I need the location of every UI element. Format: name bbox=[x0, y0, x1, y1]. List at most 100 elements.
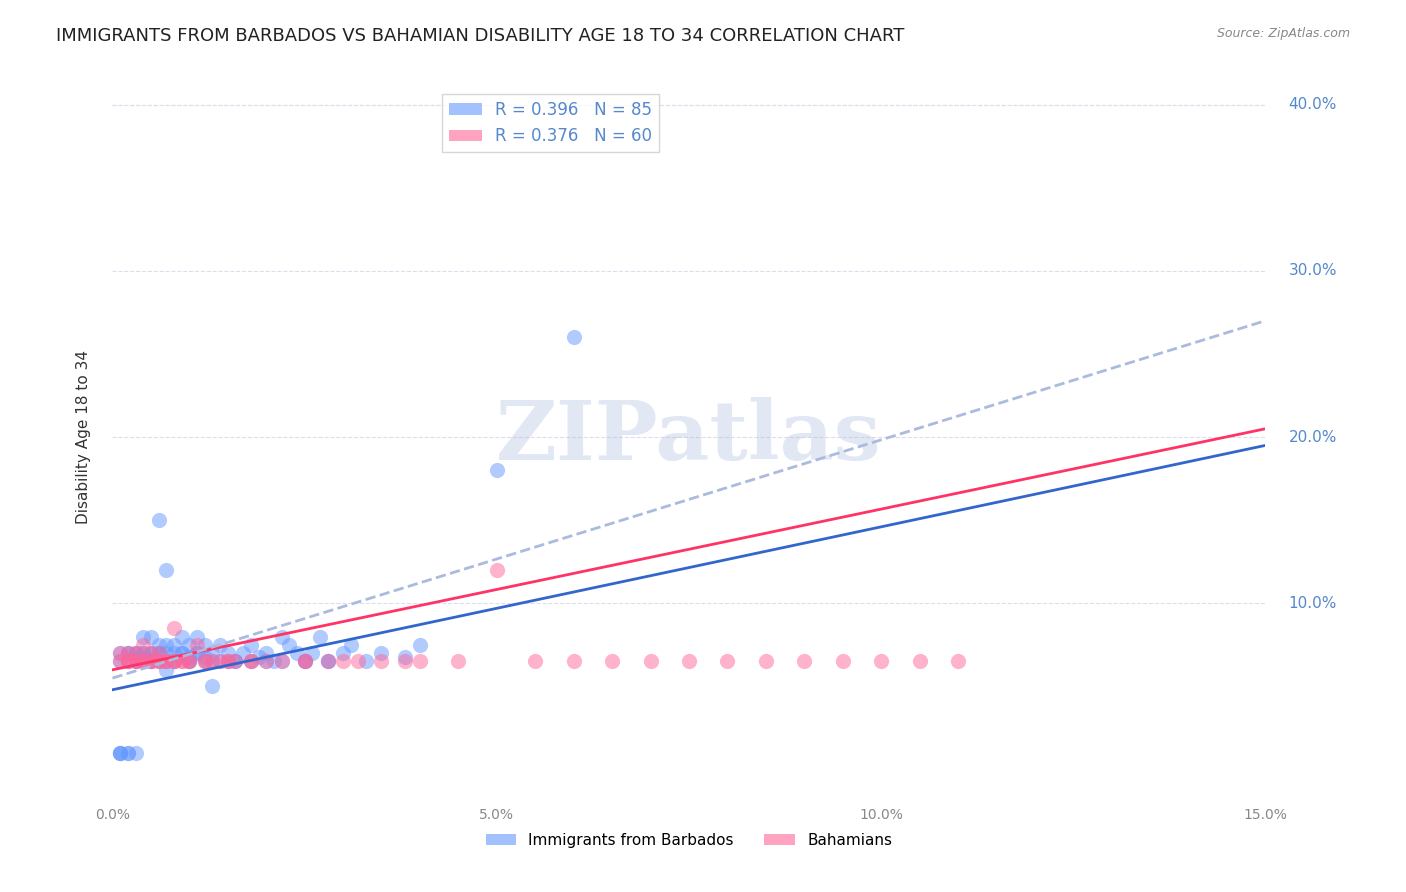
Point bbox=[332, 655, 354, 669]
Text: 40.0%: 40.0% bbox=[1288, 97, 1337, 112]
Point bbox=[148, 646, 170, 660]
Point bbox=[108, 655, 131, 669]
Point bbox=[254, 655, 277, 669]
Point bbox=[224, 655, 246, 669]
Point bbox=[163, 655, 186, 669]
Point bbox=[124, 646, 146, 660]
Point bbox=[170, 646, 193, 660]
Point bbox=[394, 655, 416, 669]
Point bbox=[108, 646, 131, 660]
Point bbox=[186, 638, 208, 652]
Point bbox=[132, 630, 155, 644]
Point bbox=[278, 638, 301, 652]
Point bbox=[108, 646, 131, 660]
Point bbox=[201, 680, 224, 694]
Point bbox=[640, 655, 662, 669]
Point bbox=[194, 638, 217, 652]
Point bbox=[209, 638, 232, 652]
Point bbox=[155, 655, 177, 669]
Point bbox=[831, 655, 853, 669]
Point bbox=[755, 655, 778, 669]
Point bbox=[201, 655, 224, 669]
Point bbox=[270, 630, 292, 644]
Point bbox=[139, 646, 162, 660]
Point bbox=[209, 655, 232, 669]
Point bbox=[155, 563, 177, 577]
Point bbox=[186, 646, 208, 660]
Point bbox=[163, 655, 186, 669]
Point bbox=[524, 655, 547, 669]
Point bbox=[163, 621, 186, 635]
Point bbox=[239, 655, 262, 669]
Point bbox=[139, 630, 162, 644]
Point bbox=[170, 630, 193, 644]
Point bbox=[139, 655, 162, 669]
Text: ZIPatlas: ZIPatlas bbox=[496, 397, 882, 477]
Point bbox=[108, 655, 131, 669]
Point bbox=[332, 646, 354, 660]
Point bbox=[179, 655, 201, 669]
Point bbox=[678, 655, 700, 669]
Point bbox=[294, 655, 316, 669]
Point bbox=[209, 655, 232, 669]
Point bbox=[447, 655, 470, 669]
Point bbox=[201, 646, 224, 660]
Point bbox=[163, 638, 186, 652]
Point bbox=[148, 655, 170, 669]
Text: IMMIGRANTS FROM BARBADOS VS BAHAMIAN DISABILITY AGE 18 TO 34 CORRELATION CHART: IMMIGRANTS FROM BARBADOS VS BAHAMIAN DIS… bbox=[56, 27, 904, 45]
Point bbox=[139, 655, 162, 669]
Point bbox=[139, 646, 162, 660]
Point bbox=[124, 655, 146, 669]
Point bbox=[124, 655, 146, 669]
Point bbox=[148, 513, 170, 527]
Point bbox=[179, 655, 201, 669]
Point bbox=[194, 649, 217, 664]
Point bbox=[117, 746, 139, 760]
Point bbox=[170, 655, 193, 669]
Point bbox=[370, 655, 392, 669]
Point bbox=[301, 646, 323, 660]
Point bbox=[117, 655, 139, 669]
Point bbox=[254, 655, 277, 669]
Point bbox=[409, 655, 432, 669]
Point bbox=[908, 655, 931, 669]
Point bbox=[148, 638, 170, 652]
Text: 10.0%: 10.0% bbox=[1288, 596, 1337, 611]
Point bbox=[716, 655, 738, 669]
Point bbox=[124, 646, 146, 660]
Point bbox=[108, 746, 131, 760]
Point bbox=[132, 655, 155, 669]
Point bbox=[132, 655, 155, 669]
Point bbox=[124, 746, 146, 760]
Point bbox=[186, 630, 208, 644]
Point bbox=[117, 655, 139, 669]
Point bbox=[108, 746, 131, 760]
Point bbox=[254, 646, 277, 660]
Point bbox=[155, 663, 177, 677]
Point bbox=[409, 638, 432, 652]
Point bbox=[117, 646, 139, 660]
Point bbox=[600, 655, 623, 669]
Point bbox=[155, 655, 177, 669]
Point bbox=[186, 646, 208, 660]
Point bbox=[354, 655, 377, 669]
Point bbox=[217, 646, 239, 660]
Point bbox=[117, 646, 139, 660]
Point bbox=[224, 655, 246, 669]
Point bbox=[239, 655, 262, 669]
Point bbox=[485, 463, 508, 477]
Point bbox=[124, 646, 146, 660]
Point bbox=[155, 655, 177, 669]
Point bbox=[194, 655, 217, 669]
Point bbox=[155, 638, 177, 652]
Legend: Immigrants from Barbados, Bahamians: Immigrants from Barbados, Bahamians bbox=[479, 827, 898, 854]
Point bbox=[132, 646, 155, 660]
Point bbox=[217, 655, 239, 669]
Point bbox=[117, 655, 139, 669]
Point bbox=[347, 655, 370, 669]
Point bbox=[163, 655, 186, 669]
Point bbox=[562, 330, 585, 344]
Point bbox=[132, 646, 155, 660]
Point bbox=[562, 655, 585, 669]
Point bbox=[179, 655, 201, 669]
